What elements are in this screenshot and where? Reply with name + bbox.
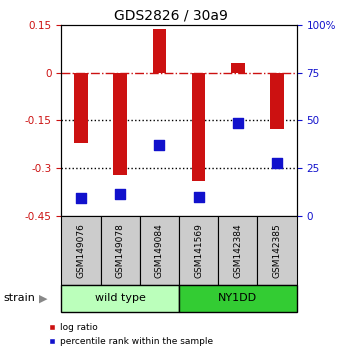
Point [274,160,280,166]
Bar [192,73,206,181]
Bar [179,285,297,312]
Bar [179,216,218,285]
Point [157,142,162,148]
Text: GSM149084: GSM149084 [155,223,164,278]
Text: GSM141569: GSM141569 [194,223,203,278]
Text: strain: strain [3,293,35,303]
Bar [231,63,245,73]
Point [235,120,240,126]
Text: NY1DD: NY1DD [218,293,257,303]
Text: GSM142385: GSM142385 [272,223,282,278]
Bar [152,29,166,73]
Text: GSM142384: GSM142384 [233,223,242,278]
Bar [270,73,284,129]
Bar [257,216,297,285]
Bar [101,216,140,285]
Text: GSM149078: GSM149078 [116,223,125,278]
Text: ▶: ▶ [39,293,48,303]
Text: wild type: wild type [95,293,146,303]
Text: GSM149076: GSM149076 [76,223,86,278]
Bar [113,73,127,175]
Legend: log ratio, percentile rank within the sample: log ratio, percentile rank within the sa… [49,324,213,346]
Bar [61,216,101,285]
Bar [74,73,88,143]
Bar [218,216,257,285]
Point [78,195,84,201]
Point [196,194,201,200]
Bar [140,216,179,285]
Text: GDS2826 / 30a9: GDS2826 / 30a9 [114,9,227,23]
Point [117,191,123,197]
Bar [61,285,179,312]
